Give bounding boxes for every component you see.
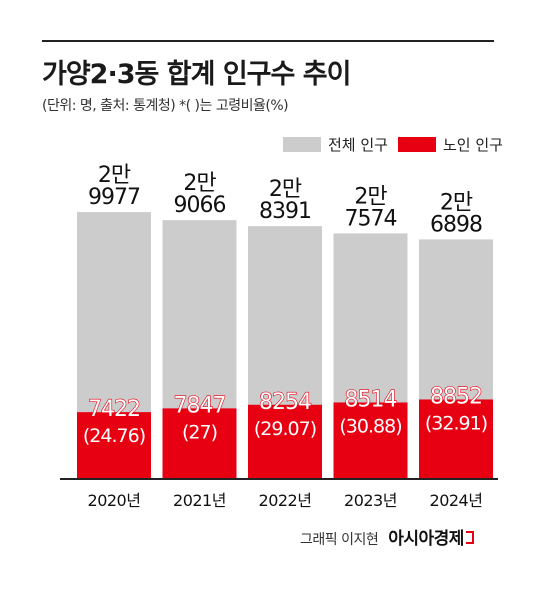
data-label-ratio: (27)	[182, 421, 217, 443]
data-label-total: 6898	[430, 212, 482, 237]
bar-elderly	[77, 412, 151, 478]
x-tick-label: 2021년	[173, 491, 226, 510]
data-label-ratio: (29.07)	[254, 418, 316, 440]
bar-elderly	[248, 404, 322, 478]
data-label-ratio: (30.88)	[339, 415, 401, 437]
data-label-total: 2만	[269, 177, 302, 202]
legend: 전체 인구 노인 인구	[283, 134, 503, 155]
data-label-total: 9977	[88, 185, 140, 210]
credit: 그래픽 이지현 아시아경제	[300, 524, 474, 549]
data-label-elderly: 7422	[88, 397, 140, 422]
brand-mark-icon	[465, 531, 474, 544]
data-label-total: 2만	[440, 190, 473, 215]
data-label-elderly: 8254	[259, 390, 311, 415]
data-label-ratio: (32.91)	[425, 412, 487, 434]
data-label-total: 2만	[98, 163, 131, 188]
bar-elderly	[333, 402, 408, 478]
legend-label-elderly: 노인 인구	[442, 136, 503, 154]
chart-title: 가양2·3동 합계 인구수 추이	[42, 59, 351, 90]
legend-swatch-elderly	[397, 137, 436, 152]
x-tick-label: 2023년	[344, 491, 397, 510]
data-label-elderly: 7847	[174, 393, 226, 418]
x-tick-label: 2022년	[259, 491, 312, 510]
data-label-total: 9066	[174, 193, 226, 218]
credit-brand: 아시아경제	[388, 524, 474, 549]
credit-byline: 그래픽 이지현	[300, 532, 379, 548]
data-label-elderly: 8852	[430, 384, 482, 409]
data-label-total: 2만	[183, 171, 216, 196]
legend-item-elderly: 노인 인구	[397, 134, 503, 155]
legend-swatch-total	[283, 137, 321, 152]
bar-elderly	[162, 408, 237, 478]
legend-item-total: 전체 인구	[283, 134, 388, 155]
legend-label-total: 전체 인구	[328, 136, 388, 154]
data-label-ratio: (24.76)	[83, 425, 145, 447]
data-label-total: 7574	[345, 206, 397, 231]
top-rule	[42, 40, 494, 42]
chart-subtitle: (단위: 명, 출처: 통계청) *( )는 고령비율(%)	[42, 98, 289, 114]
bar-elderly	[419, 399, 493, 478]
x-tick-label: 2020년	[88, 491, 141, 510]
data-label-total: 2만	[354, 184, 387, 209]
data-label-elderly: 8514	[345, 387, 397, 412]
data-label-total: 8391	[259, 199, 311, 224]
x-tick-label: 2024년	[430, 491, 483, 510]
